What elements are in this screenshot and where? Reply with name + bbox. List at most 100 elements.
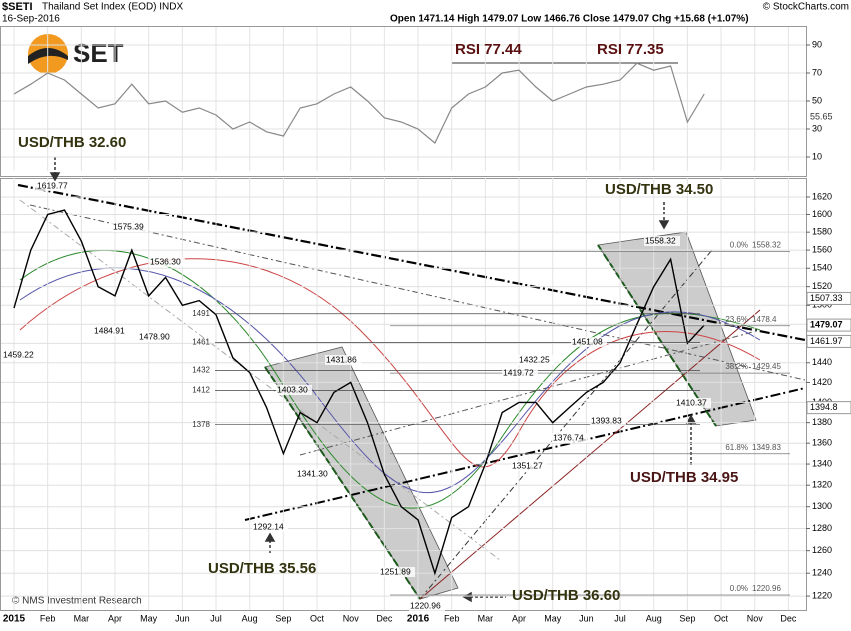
- fx-annotation: USD/THB 32.60: [18, 134, 126, 151]
- rsi-annotation: RSI 77.44: [455, 41, 522, 58]
- x-tick-label: Oct: [310, 613, 325, 623]
- index-name: Thailand Set Index (EOD) INDX: [42, 2, 183, 13]
- point-label-box: [149, 257, 185, 267]
- fib-pct: 38.2%: [725, 362, 748, 371]
- x-tick-label: Jun: [579, 613, 594, 623]
- point-label-box: [511, 461, 547, 471]
- y-tick-label: 1340: [812, 458, 832, 468]
- logo-text: SET: [73, 38, 124, 68]
- x-tick-label: Jul: [614, 613, 626, 623]
- y-tick-label: 1220: [812, 590, 832, 600]
- point-label-box: [518, 355, 554, 365]
- y-tick-label: 1540: [812, 263, 832, 273]
- price-panel: [0, 178, 807, 611]
- fib-value: 1558.32: [752, 241, 781, 250]
- y-tick-label: 50: [812, 95, 822, 105]
- channel-shade: [264, 346, 459, 600]
- date: 16-Sep-2016: [2, 14, 60, 25]
- point-label-box: [571, 337, 607, 347]
- point-label-box: [252, 522, 288, 532]
- x-tick-label: Nov: [343, 613, 360, 623]
- symbol: $SETI: [2, 1, 33, 13]
- x-tick-label: Feb: [40, 613, 56, 623]
- point-label-box: [644, 236, 680, 246]
- point-label-box: [36, 181, 72, 191]
- x-tick-label: May: [544, 613, 562, 623]
- point-label-box: [675, 398, 711, 408]
- arrowhead: [658, 220, 670, 230]
- trendline: [299, 329, 761, 456]
- point-label: 1478.90: [139, 331, 170, 341]
- fib-value: 1220.96: [752, 584, 781, 593]
- point-label-box: [379, 567, 415, 577]
- point-label: 1484.91: [94, 325, 125, 335]
- trendline: [29, 204, 806, 381]
- fib-pct: 61.8%: [725, 443, 748, 452]
- y-tick-label: 70: [812, 67, 822, 77]
- fib-pct: 0.0%: [730, 241, 748, 250]
- fib-value: 1478.4: [752, 315, 777, 324]
- y-tick-label: 1280: [812, 523, 832, 533]
- level-label: 1412: [192, 385, 210, 394]
- y-tick-label: 1380: [812, 417, 832, 427]
- fib-value: 1429.45: [752, 362, 781, 371]
- x-tick-label: Aug: [242, 613, 258, 623]
- x-tick-label: Oct: [714, 613, 729, 623]
- y-tick-label: 1620: [812, 191, 832, 201]
- price-tag: [806, 401, 851, 415]
- price-tag: [806, 318, 851, 332]
- arrowhead: [49, 172, 61, 182]
- rsi-line: [13, 62, 705, 144]
- fx-annotation: USD/THB 35.56: [208, 560, 316, 577]
- point-label-box: [502, 368, 538, 378]
- point-label: 1432.25: [519, 354, 550, 364]
- y-tick-label: 1600: [812, 209, 832, 219]
- y-tick-label: 1560: [812, 244, 832, 254]
- point-label-box: [590, 416, 626, 426]
- x-tick-label: 2015: [3, 614, 26, 625]
- y-tick-label: 10: [812, 151, 822, 161]
- x-tick-label: Mar: [478, 613, 494, 623]
- price-tag: [806, 291, 851, 305]
- point-label: 1351.27: [512, 460, 543, 470]
- point-label: 1376.74: [553, 432, 584, 442]
- credit: © NMS Investment Research: [12, 596, 142, 607]
- price-tag-label: 1394.8: [810, 402, 838, 412]
- x-tick-label: Dec: [780, 613, 797, 623]
- x-tick-label: Feb: [444, 613, 460, 623]
- x-tick-label: May: [140, 613, 158, 623]
- point-label-box: [93, 326, 129, 336]
- y-tick-label: 1240: [812, 568, 832, 578]
- fib-pct: 0.0%: [730, 584, 748, 593]
- x-tick-label: Aug: [646, 613, 662, 623]
- y-tick-label: 1360: [812, 438, 832, 448]
- moving-average: [19, 267, 761, 493]
- point-label-box: [409, 601, 445, 611]
- x-tick-label: 2016: [407, 614, 430, 625]
- point-label: 1403.30: [277, 384, 308, 394]
- point-label: 1220.96: [410, 600, 441, 610]
- point-label: 1251.89: [380, 566, 411, 576]
- x-tick-label: Nov: [747, 613, 764, 623]
- x-tick-label: Mar: [74, 613, 90, 623]
- trendline: [19, 199, 501, 561]
- level-label: 1432: [192, 366, 210, 375]
- point-label-box: [325, 355, 361, 365]
- point-label: 1431.86: [326, 354, 357, 364]
- fx-annotation: USD/THB 34.50: [605, 181, 713, 198]
- price-tag-label: 1507.33: [810, 293, 843, 303]
- point-label: 1341.30: [297, 468, 328, 478]
- fx-annotation: USD/THB 36.60: [512, 587, 620, 604]
- y-tick-label: 1520: [812, 281, 832, 291]
- point-label-box: [2, 350, 38, 360]
- point-label: 1419.72: [503, 367, 534, 377]
- y-tick-label: 1300: [812, 501, 832, 511]
- x-tick-label: Jun: [175, 613, 190, 623]
- price-tag: [806, 334, 851, 348]
- quote: Open 1471.14 High 1479.07 Low 1466.76 Cl…: [390, 14, 749, 25]
- x-tick-label: Sep: [679, 613, 695, 623]
- channel-edge: [597, 244, 717, 427]
- point-label: 1292.14: [253, 521, 284, 531]
- point-label-box: [296, 469, 332, 479]
